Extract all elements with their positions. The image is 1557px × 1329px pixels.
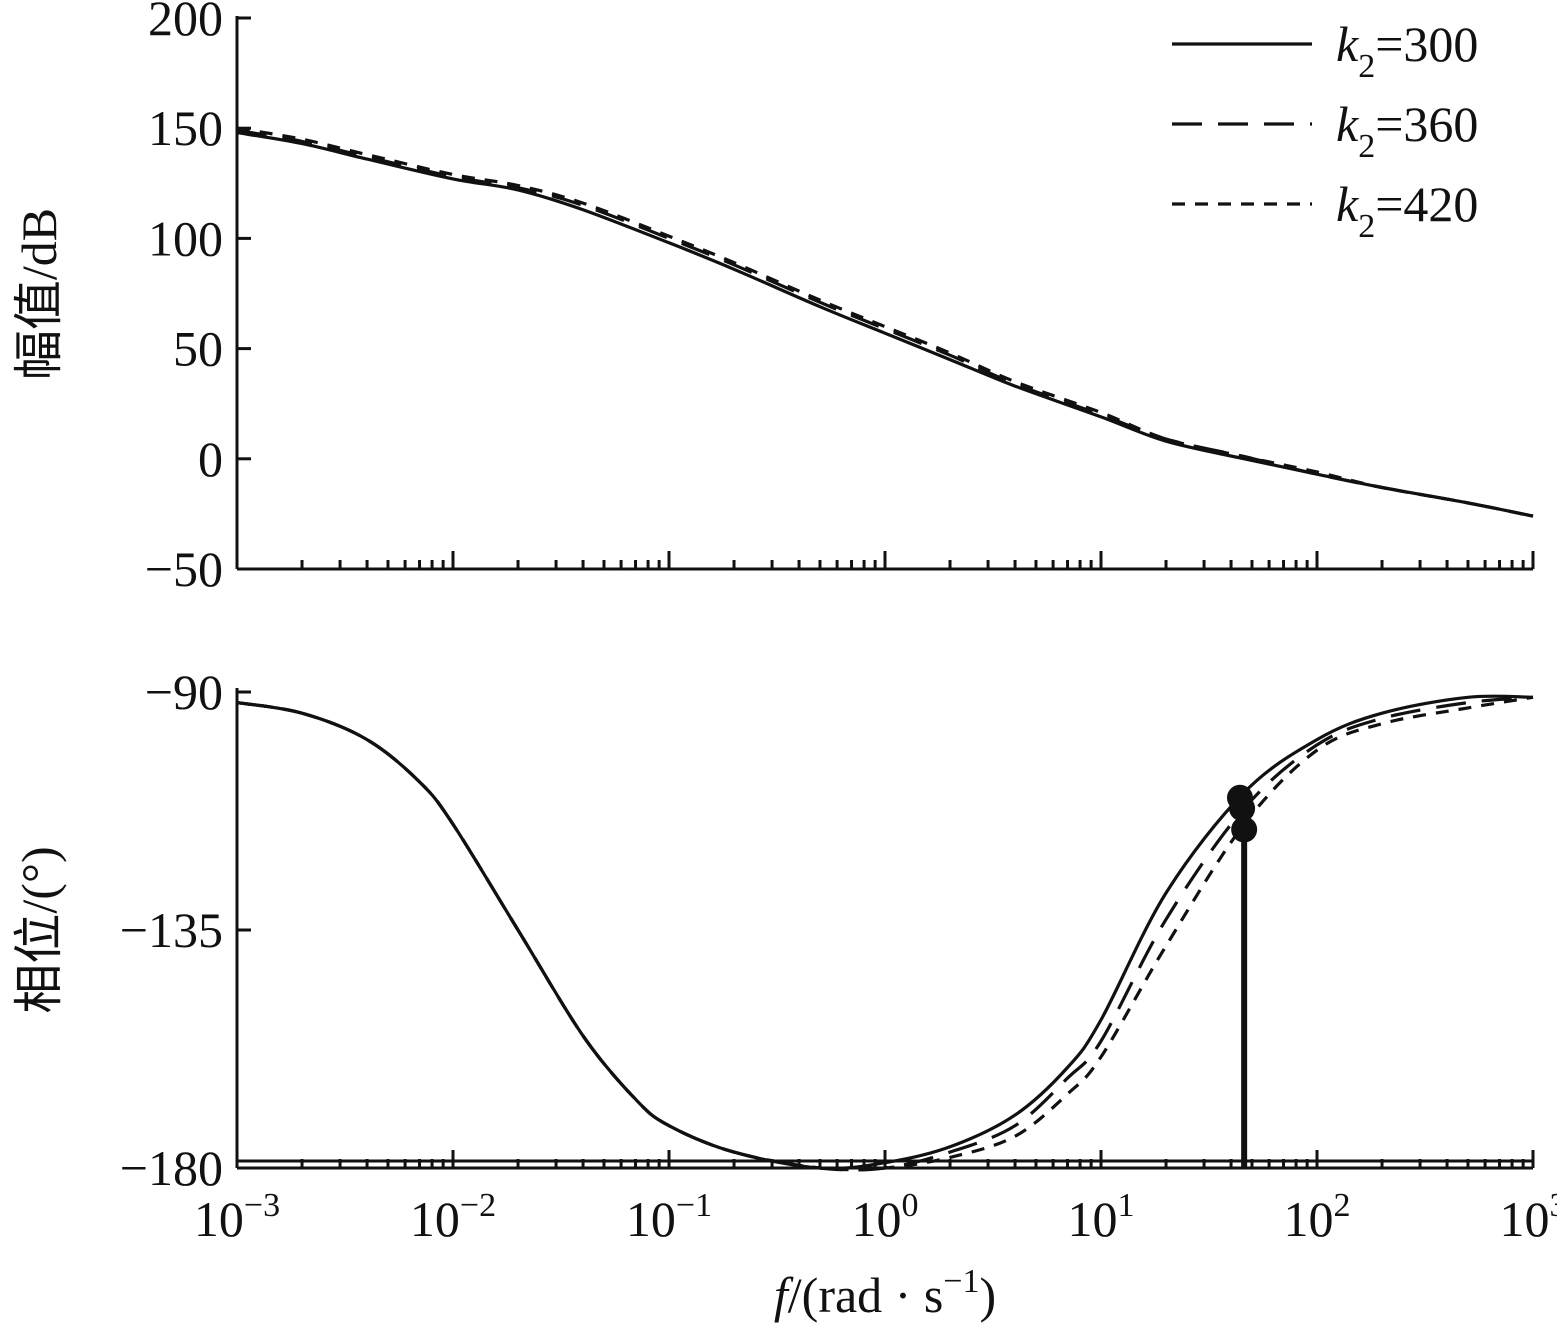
phase-y-axis-title: 相位/(°) [11,846,67,1013]
phase-series-line-1 [236,694,1534,1171]
magnitude-y-tick-label: 0 [198,431,223,487]
legend: k2=300 k2=360 k2=420 [1172,16,1478,245]
phase-series-line-2 [236,695,1534,1172]
phase-y-tick-label: −180 [120,1140,223,1196]
magnitude-panel: −50 0 50 100 150 200 [145,0,1535,597]
x-tick-label: 10−1 [626,1187,712,1247]
legend-label-2: k2=360 [1336,96,1478,165]
x-tick-label: 10−3 [194,1187,280,1247]
phase-y-tick-label: −135 [120,902,223,958]
x-tick-label: 101 [1068,1187,1135,1247]
magnitude-y-tick-label: 200 [148,0,223,46]
magnitude-y-tick-label: 100 [148,210,223,266]
legend-label-3: k2=420 [1336,176,1478,245]
x-tick-label: 10−2 [410,1187,496,1247]
magnitude-series-line-3 [236,126,1534,518]
x-tick-label: 102 [1284,1187,1351,1247]
phase-panel: −180 −135 −90 10−3 10−2 10−1 100 101 102 103 [120,664,1557,1247]
magnitude-y-axis-title: 幅值/dB [11,208,67,380]
magnitude-y-tick-label: 50 [173,321,223,377]
x-axis-title: f/(rad · s−1) [774,1263,996,1323]
phase-series-line-3 [236,695,1534,1172]
phase-y-tick-label: −90 [145,664,223,720]
magnitude-y-tick-label: −50 [145,541,223,597]
magnitude-y-tick-label: 150 [148,100,223,156]
axis-titles: 幅值/dB 相位/(°) f/(rad · s−1) [11,208,996,1323]
x-tick-label: 100 [852,1187,919,1247]
magnitude-series-line-1 [236,131,1534,518]
phase-marker [1229,795,1256,822]
x-tick-label: 103 [1500,1187,1557,1247]
phase-marker [1231,816,1258,843]
legend-label-1: k2=300 [1336,16,1478,85]
